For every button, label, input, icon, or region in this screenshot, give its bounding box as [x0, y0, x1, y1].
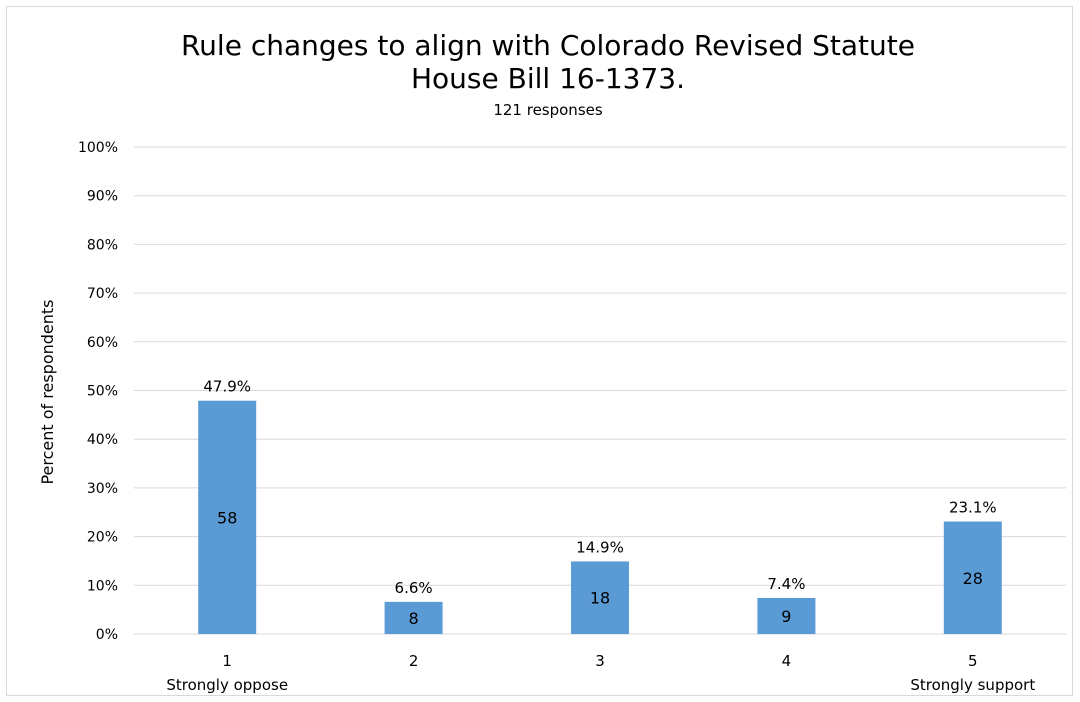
x-tick-label: 1 — [222, 652, 232, 670]
y-tick-label: 100% — [78, 140, 118, 156]
bar-percent-label: 23.1% — [949, 499, 997, 517]
bar-count-label: 9 — [781, 607, 791, 626]
bar — [943, 521, 1002, 634]
y-axis-ticks: 0% 10% 20% 30% 40% 50% 60% 70% 80% 90% 100% — [78, 140, 118, 643]
y-tick-label: 10% — [87, 578, 118, 594]
bar — [198, 400, 257, 634]
y-tick-label: 50% — [87, 384, 118, 400]
bar-count-label: 8 — [409, 609, 419, 628]
y-tick-label: 40% — [87, 432, 118, 448]
bar-percent-label: 6.6% — [395, 579, 433, 597]
gridlines — [134, 146, 1066, 635]
bar-count-label: 28 — [963, 569, 983, 588]
y-tick-label: 80% — [87, 237, 118, 253]
chart-frame — [6, 6, 1073, 696]
y-axis-label: Percent of respondents — [38, 299, 57, 484]
y-tick-label: 30% — [87, 481, 118, 497]
y-tick-label: 90% — [87, 189, 118, 205]
chart-title-line-2: House Bill 16-1373. — [411, 62, 685, 95]
bars: 47.9% 58 6.6% 8 14.9% 18 7.4% 9 23.1% 28 — [198, 378, 1002, 634]
bar — [571, 561, 629, 634]
bar — [757, 597, 816, 634]
x-tick-sublabel: Strongly oppose — [166, 676, 288, 694]
x-axis-labels: 1 Strongly oppose 2 3 4 5 Strongly support — [166, 652, 1035, 694]
bar-count-label: 58 — [217, 508, 237, 527]
y-tick-label: 70% — [87, 286, 118, 302]
x-tick-label: 2 — [409, 652, 419, 670]
bar-percent-label: 14.9% — [576, 538, 624, 556]
y-tick-label: 60% — [87, 335, 118, 351]
bar-count-label: 18 — [590, 589, 610, 608]
x-tick-label: 5 — [968, 652, 978, 670]
chart-title-line-1: Rule changes to align with Colorado Revi… — [181, 29, 915, 62]
x-tick-sublabel: Strongly support — [910, 676, 1035, 694]
y-tick-label: 0% — [96, 627, 118, 643]
bar-percent-label: 47.9% — [203, 378, 251, 396]
x-tick-label: 3 — [595, 652, 605, 670]
bar-percent-label: 7.4% — [767, 575, 805, 593]
bar — [384, 601, 443, 634]
x-tick-label: 4 — [782, 652, 792, 670]
y-tick-label: 20% — [87, 530, 118, 546]
chart-subtitle: 121 responses — [493, 101, 603, 119]
